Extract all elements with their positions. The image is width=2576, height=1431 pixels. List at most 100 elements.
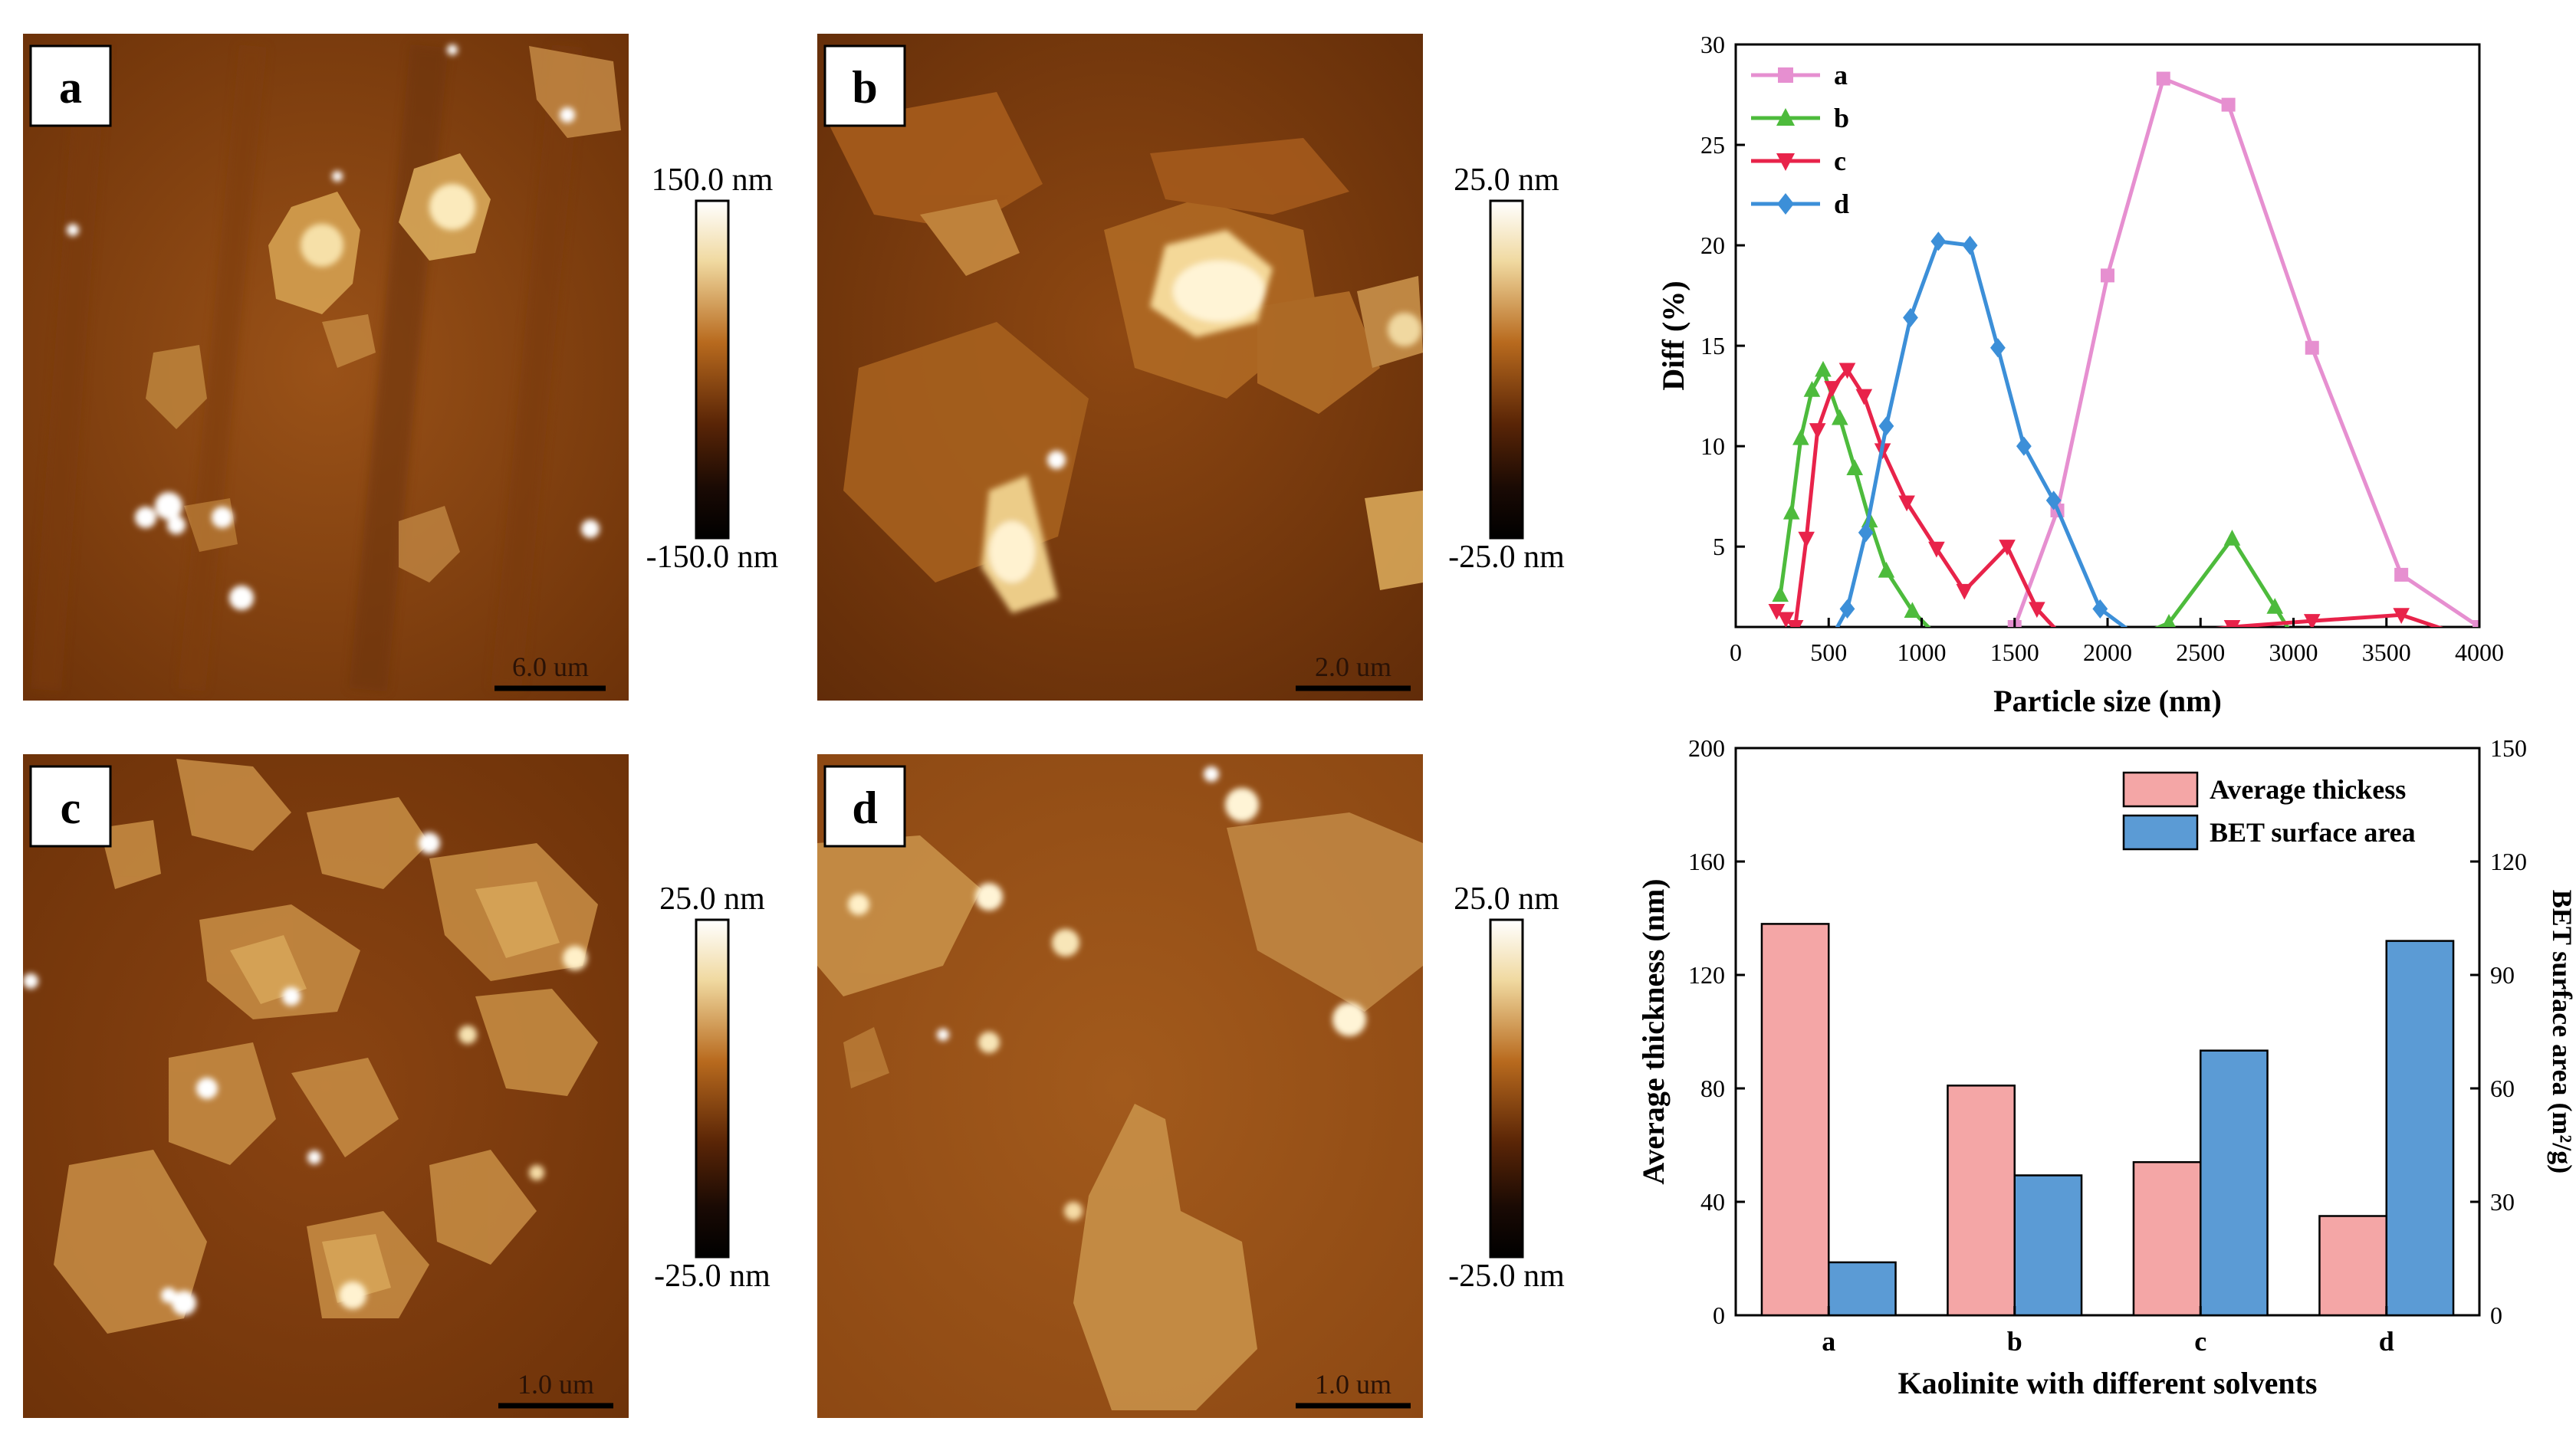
colorbar-min-d: -25.0 nm: [1448, 1259, 1565, 1294]
series-point-c: [1855, 389, 1873, 405]
line-chart-xtick-label: 1000: [1898, 638, 1947, 666]
series-point-b: [1832, 409, 1848, 425]
bar-chart-ylabel: Average thickness (nm): [1636, 878, 1671, 1184]
afm-panel-b: b 2.0 um 25.0 nm -25.0 nm: [817, 34, 1565, 701]
bar-chart-frame: [1734, 747, 2481, 1317]
series-point-b: [1846, 459, 1863, 475]
bar-thickness-b: [1947, 1085, 2016, 1317]
legend-label-b: b: [1834, 103, 1849, 133]
legend-label-thickness: Average thickess: [2210, 774, 2406, 805]
series-point-c: [1798, 531, 1815, 548]
colorbar-a: [695, 199, 730, 540]
line-chart-xtick-label: 500: [1810, 638, 1847, 666]
colorbar-c: [695, 918, 730, 1259]
bar-chart-ytick-label: 120: [1688, 961, 1725, 989]
series-point-d: [2045, 491, 2062, 510]
series-point-d: [1839, 599, 1855, 619]
scale-bar-label-b: 2.0 um: [1315, 651, 1392, 682]
line-chart-xtick-label: 2000: [2083, 638, 2132, 666]
series-point-b: [1792, 428, 1809, 445]
panel-label-d: d: [852, 783, 877, 833]
bar-chart-category-label: c: [2194, 1326, 2206, 1357]
line-chart-ytick-label: 15: [1700, 332, 1725, 359]
series-point-c: [1956, 583, 1973, 600]
legend-label-d: d: [1834, 189, 1849, 219]
bar-bet-d: [2385, 940, 2455, 1317]
series-a: [2007, 71, 2479, 627]
series-point-b: [1904, 602, 1921, 619]
series-point-c: [2029, 602, 2045, 619]
legend-marker-b: [1776, 108, 1795, 126]
series-point-a: [2305, 340, 2319, 355]
line-chart-xtick-label: 4000: [2455, 638, 2504, 666]
series-line-d: [1835, 239, 2128, 627]
bar-thickness-d: [2318, 1215, 2387, 1317]
colorbar-max-a: 150.0 nm: [652, 162, 774, 198]
bar-chart-ytick-label: 40: [1700, 1188, 1725, 1216]
scale-bar-label-d: 1.0 um: [1315, 1369, 1392, 1400]
panel-label-c: c: [61, 783, 81, 833]
series-point-d: [2092, 599, 2108, 619]
bar-chart-xlabel: Kaolinite with different solvents: [1898, 1366, 2317, 1400]
series-point-c: [2393, 608, 2410, 624]
series-point-b: [1783, 503, 1800, 520]
panel-label-a: a: [59, 62, 82, 113]
colorbar-b: [1489, 199, 1524, 540]
bar-chart-category-label: a: [1822, 1326, 1835, 1357]
scale-bar-label-a: 6.0 um: [512, 651, 589, 682]
series-point-d: [1930, 231, 1947, 251]
bar-chart-y2label: BET surface area (m²/g): [2547, 890, 2576, 1173]
series-line-a: [2013, 76, 2479, 627]
bar-chart-y2tick-label: 0: [2490, 1301, 2502, 1329]
series-point-d: [1878, 416, 1894, 436]
bar-bet-a: [1828, 1261, 1897, 1317]
series-point-c: [1898, 495, 1915, 512]
bar-chart-category-label: b: [2007, 1326, 2022, 1357]
bar-bet-c: [2200, 1049, 2269, 1317]
bar-chart-y2tick-label: 150: [2490, 734, 2527, 762]
panel-label-box-b: [823, 44, 906, 127]
colorbar-min-a: -150.0 nm: [646, 540, 779, 575]
panel-label-box-d: [823, 765, 906, 848]
line-chart-xtick-label: 2500: [2176, 638, 2225, 666]
series-point-a: [2394, 567, 2409, 582]
series-line-c: [1775, 366, 2443, 627]
line-chart-ytick-label: 30: [1700, 31, 1725, 58]
series-point-c: [1838, 363, 1856, 379]
legend-marker-d: [1777, 193, 1794, 215]
legend-label-a: a: [1834, 60, 1848, 90]
afm-panel-d: d 1.0 um 25.0 nm -25.0 nm: [817, 754, 1565, 1418]
bar-bet-b: [2013, 1174, 2083, 1317]
thickness-bet-chart: a b c d 0 40 80 120 160 200 0 30 60 90 120 150 Average …: [1636, 734, 2576, 1400]
series-point-c: [1777, 612, 1795, 627]
series-point-c: [1809, 423, 1826, 439]
legend-swatch-thickness: [2122, 771, 2199, 808]
colorbar-min-c: -25.0 nm: [654, 1259, 770, 1294]
legend-swatch-bet: [2122, 814, 2199, 851]
afm-panel-a: a 6.0 um 150.0 nm -150.0 nm: [23, 34, 779, 701]
bar-chart-ytick-label: 80: [1700, 1075, 1725, 1102]
legend-marker-c: [1776, 153, 1795, 171]
bar-chart-y2tick-label: 60: [2490, 1075, 2515, 1102]
series-point-b: [1878, 561, 1895, 578]
scale-bar-label-c: 1.0 um: [518, 1369, 594, 1400]
colorbar-max-d: 25.0 nm: [1454, 881, 1559, 917]
series-point-d: [2016, 436, 2032, 456]
afm-flakes-d: [817, 812, 1423, 1410]
panel-label-b: b: [852, 62, 877, 113]
afm-panel-c: c 1.0 um 25.0 nm -25.0 nm: [23, 754, 770, 1418]
bar-chart-ytick-label: 200: [1688, 734, 1725, 762]
series-point-c: [1768, 604, 1786, 620]
series-point-d: [1990, 338, 2006, 358]
bar-chart-y2tick-label: 90: [2490, 961, 2515, 989]
series-point-c: [2223, 620, 2241, 627]
series-point-d: [1858, 523, 1874, 543]
colorbar-max-c: 25.0 nm: [659, 881, 765, 917]
series-point-b: [2223, 529, 2241, 546]
series-point-c: [1999, 540, 2016, 556]
line-chart-ytick-label: 10: [1700, 432, 1725, 460]
bar-thickness-a: [1760, 923, 1830, 1317]
series-b: [1772, 360, 2290, 627]
